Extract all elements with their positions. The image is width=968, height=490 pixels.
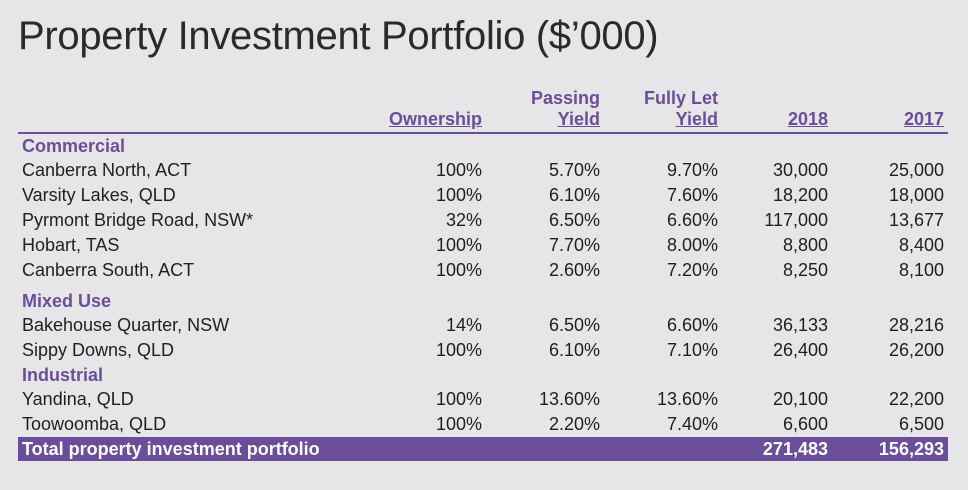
- table-header: Ownership Passing Yield Fully Let Yield 20…: [18, 88, 948, 133]
- table-row: Pyrmont Bridge Road, NSW* 32% 6.50% 6.60% 11…: [18, 208, 948, 233]
- total-2017: 156,293: [832, 437, 948, 461]
- ownership-cell: 100%: [435, 235, 482, 255]
- section-header-row: Commercial: [18, 133, 948, 158]
- value-2017-cell: 26,200: [888, 340, 944, 360]
- table-row: Hobart, TAS 100% 7.70% 8.00% 8,800 8,400: [18, 233, 948, 258]
- ownership-cell: 100%: [435, 340, 482, 360]
- property-name-cell: Varsity Lakes, QLD: [22, 185, 176, 205]
- header-property: [18, 88, 314, 133]
- fully-let-yield-cell: 8.00%: [666, 235, 718, 255]
- ownership-cell: 100%: [435, 389, 482, 409]
- value-2017-cell: 22,200: [888, 389, 944, 409]
- ownership-cell: 100%: [435, 260, 482, 280]
- fully-let-yield-cell: 7.10%: [666, 340, 718, 360]
- table-row: Bakehouse Quarter, NSW 14% 6.50% 6.60% 36,13…: [18, 313, 948, 338]
- fully-let-yield-cell: 13.60%: [656, 389, 718, 409]
- value-2018-cell: 36,133: [772, 315, 828, 335]
- table-row: Toowoomba, QLD 100% 2.20% 7.40% 6,600 6,500: [18, 412, 948, 437]
- total-row: Total property investment portfolio 271,…: [18, 437, 948, 461]
- value-2017-cell: 8,100: [898, 260, 944, 280]
- passing-yield-cell: 6.50%: [548, 315, 600, 335]
- header-2017: 2017: [903, 109, 944, 129]
- section-label: Mixed Use: [22, 291, 112, 311]
- value-2017-cell: 13,677: [888, 210, 944, 230]
- fully-let-yield-cell: 6.60%: [666, 210, 718, 230]
- section-label: Commercial: [22, 136, 126, 156]
- table-row: Yandina, QLD 100% 13.60% 13.60% 20,100 22,200: [18, 387, 948, 412]
- passing-yield-cell: 13.60%: [538, 389, 600, 409]
- value-2017-cell: 8,400: [898, 235, 944, 255]
- value-2018-cell: 8,800: [782, 235, 828, 255]
- passing-yield-cell: 6.50%: [548, 210, 600, 230]
- table-row: Varsity Lakes, QLD 100% 6.10% 7.60% 18,200 18…: [18, 183, 948, 208]
- total-label: Total property investment portfolio: [18, 437, 722, 461]
- passing-yield-cell: 2.20%: [548, 414, 600, 434]
- property-name-cell: Canberra North, ACT: [22, 160, 192, 180]
- fully-let-yield-cell: 7.60%: [666, 185, 718, 205]
- table-row: Canberra South, ACT 100% 2.60% 7.20% 8,250 8,…: [18, 258, 948, 283]
- value-2018-cell: 8,250: [782, 260, 828, 280]
- header-fully-let-yield: Fully Let Yield: [643, 88, 718, 129]
- ownership-cell: 100%: [435, 160, 482, 180]
- passing-yield-cell: 6.10%: [548, 340, 600, 360]
- section-header-row: Mixed Use: [18, 289, 948, 313]
- passing-yield-cell: 2.60%: [548, 260, 600, 280]
- passing-yield-cell: 7.70%: [548, 235, 600, 255]
- property-name-cell: Sippy Downs, QLD: [22, 340, 175, 360]
- ownership-cell: 32%: [445, 210, 482, 230]
- fully-let-yield-cell: 6.60%: [666, 315, 718, 335]
- property-name-cell: Canberra South, ACT: [22, 260, 195, 280]
- value-2018-cell: 30,000: [772, 160, 828, 180]
- passing-yield-cell: 5.70%: [548, 160, 600, 180]
- property-name-cell: Yandina, QLD: [22, 389, 134, 409]
- passing-yield-cell: 6.10%: [548, 185, 600, 205]
- table-row: Sippy Downs, QLD 100% 6.10% 7.10% 26,400 26,2…: [18, 338, 948, 363]
- value-2017-cell: 6,500: [898, 414, 944, 434]
- page-title: Property Investment Portfolio ($’000): [18, 14, 659, 58]
- value-2017-cell: 18,000: [888, 185, 944, 205]
- value-2018-cell: 20,100: [772, 389, 828, 409]
- ownership-cell: 100%: [435, 185, 482, 205]
- value-2017-cell: 28,216: [888, 315, 944, 335]
- fully-let-yield-cell: 7.40%: [666, 414, 718, 434]
- ownership-cell: 100%: [435, 414, 482, 434]
- ownership-cell: 14%: [445, 315, 482, 335]
- value-2017-cell: 25,000: [888, 160, 944, 180]
- total-2018: 271,483: [722, 437, 832, 461]
- fully-let-yield-cell: 9.70%: [666, 160, 718, 180]
- property-name-cell: Toowoomba, QLD: [22, 414, 167, 434]
- value-2018-cell: 18,200: [772, 185, 828, 205]
- value-2018-cell: 6,600: [782, 414, 828, 434]
- table-body: Commercial Canberra North, ACT 100% 5.70% 9.…: [18, 133, 948, 461]
- section-header-row: Industrial: [18, 363, 948, 387]
- fully-let-yield-cell: 7.20%: [666, 260, 718, 280]
- property-name-cell: Hobart, TAS: [22, 235, 120, 255]
- value-2018-cell: 117,000: [764, 210, 828, 230]
- value-2018-cell: 26,400: [772, 340, 828, 360]
- property-name-cell: Bakehouse Quarter, NSW: [22, 315, 230, 335]
- property-name-cell: Pyrmont Bridge Road, NSW*: [22, 210, 254, 230]
- header-passing-yield: Passing Yield: [530, 88, 600, 129]
- section-label: Industrial: [22, 365, 104, 385]
- header-2018: 2018: [787, 109, 828, 129]
- header-ownership: Ownership: [388, 109, 482, 129]
- table-row: Canberra North, ACT 100% 5.70% 9.70% 30,000 2…: [18, 158, 948, 183]
- portfolio-table: Ownership Passing Yield Fully Let Yield 20…: [18, 88, 948, 461]
